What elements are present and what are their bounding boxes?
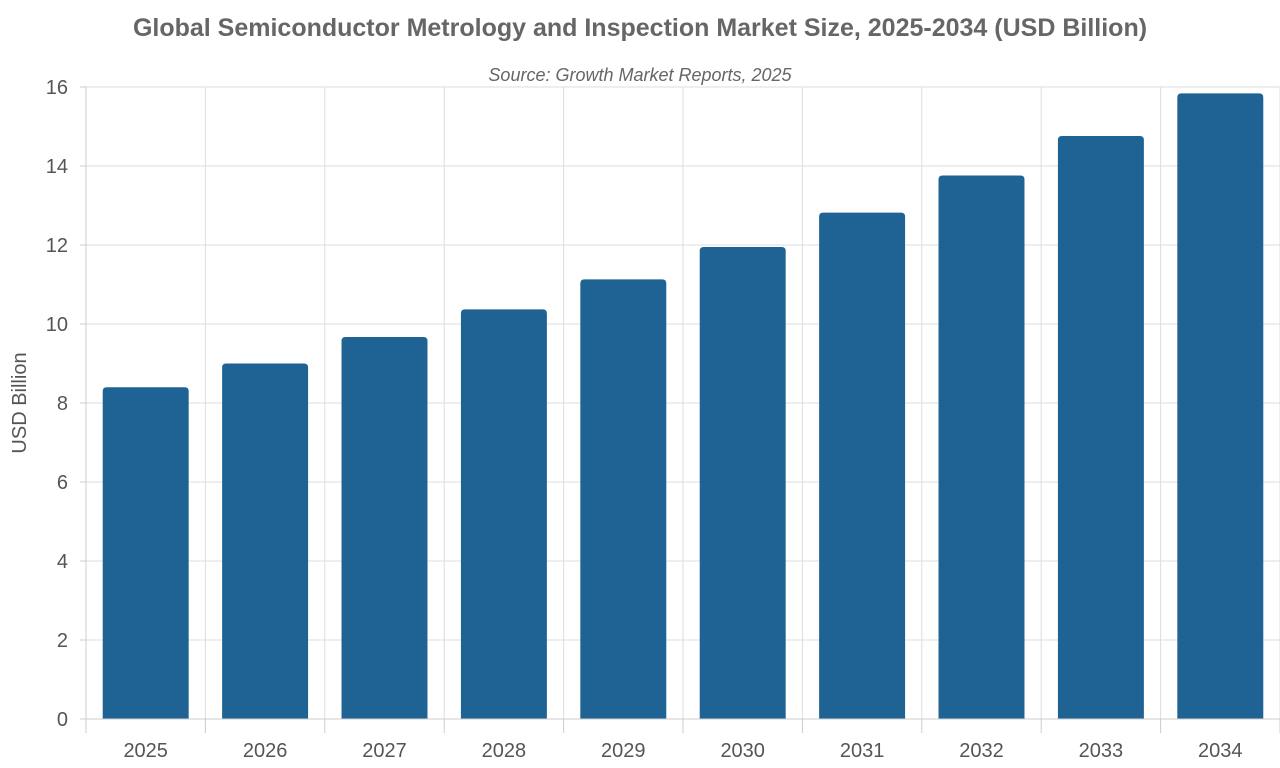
x-tick-label: 2030 <box>720 740 765 762</box>
y-tick-label: 6 <box>57 472 68 494</box>
bar-2031[interactable] <box>819 212 906 720</box>
x-tick-label: 2033 <box>1079 740 1124 762</box>
y-tick-label: 16 <box>46 77 68 99</box>
axes-layer <box>80 86 1280 733</box>
x-tick-label: 2029 <box>601 740 646 762</box>
y-tick-label: 14 <box>46 156 68 178</box>
y-tick-label: 10 <box>46 314 68 336</box>
bar-2026[interactable] <box>222 363 309 720</box>
x-tick-label: 2025 <box>123 740 168 762</box>
bar-2028[interactable] <box>460 309 547 719</box>
y-tick-label: 8 <box>57 393 68 415</box>
y-tick-label: 12 <box>46 235 68 257</box>
bar-2025[interactable] <box>102 387 189 719</box>
bar-2033[interactable] <box>1057 135 1144 720</box>
y-tick-label: 4 <box>57 551 68 573</box>
bar-2027[interactable] <box>341 337 428 719</box>
bars-layer <box>102 93 1264 720</box>
bar-2029[interactable] <box>580 279 667 719</box>
x-tick-label: 2026 <box>243 740 288 762</box>
x-tick-label: 2027 <box>362 740 407 762</box>
x-tick-label: 2034 <box>1198 740 1243 762</box>
x-tick-label: 2028 <box>482 740 527 762</box>
chart-title: Global Semiconductor Metrology and Inspe… <box>132 14 1148 42</box>
bar-2030[interactable] <box>699 246 786 719</box>
y-axis-title: USD Billion <box>9 352 31 453</box>
bar-2034[interactable] <box>1177 93 1264 719</box>
x-tick-label: 2031 <box>840 740 885 762</box>
y-tick-label: 0 <box>57 709 68 731</box>
chart-subtitle: Source: Growth Market Reports, 2025 <box>488 65 792 85</box>
y-tick-label: 2 <box>57 630 68 652</box>
labels-layer: 0 2 4 6 8 10 12 14 16 2025 2026 2027 2028 2029 2030 203… <box>46 77 1243 762</box>
bar-2032[interactable] <box>938 175 1025 720</box>
x-tick-label: 2032 <box>959 740 1004 762</box>
